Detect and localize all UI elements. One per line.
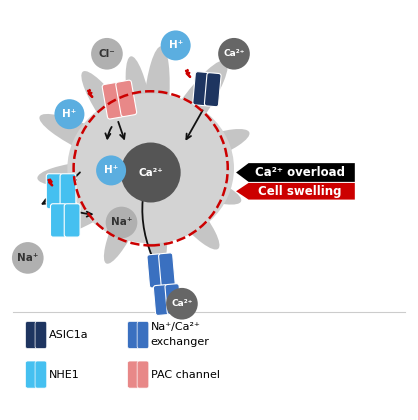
FancyBboxPatch shape bbox=[147, 254, 163, 288]
Text: PAC channel: PAC channel bbox=[150, 370, 220, 380]
Text: Na⁺/Ca²⁺: Na⁺/Ca²⁺ bbox=[150, 323, 201, 333]
Ellipse shape bbox=[67, 93, 234, 243]
Circle shape bbox=[12, 242, 43, 274]
FancyBboxPatch shape bbox=[51, 204, 66, 237]
Ellipse shape bbox=[104, 173, 151, 264]
Text: Na⁺: Na⁺ bbox=[111, 218, 132, 228]
FancyBboxPatch shape bbox=[204, 73, 221, 107]
FancyBboxPatch shape bbox=[153, 285, 170, 315]
FancyBboxPatch shape bbox=[127, 361, 139, 388]
FancyBboxPatch shape bbox=[127, 321, 139, 349]
Text: H⁺: H⁺ bbox=[62, 109, 76, 119]
Text: Ca²⁺: Ca²⁺ bbox=[138, 168, 163, 178]
Ellipse shape bbox=[155, 167, 241, 205]
Ellipse shape bbox=[39, 114, 145, 168]
FancyBboxPatch shape bbox=[25, 321, 37, 349]
FancyBboxPatch shape bbox=[137, 321, 149, 349]
Text: Cl⁻: Cl⁻ bbox=[99, 49, 115, 59]
Circle shape bbox=[91, 38, 123, 70]
FancyArrow shape bbox=[236, 163, 355, 182]
Circle shape bbox=[96, 155, 126, 185]
FancyBboxPatch shape bbox=[158, 253, 175, 287]
Text: Ca²⁺ overload: Ca²⁺ overload bbox=[255, 166, 344, 179]
Circle shape bbox=[54, 99, 84, 129]
Text: ASIC1a: ASIC1a bbox=[48, 330, 88, 340]
Text: Cell swelling: Cell swelling bbox=[258, 185, 342, 198]
Ellipse shape bbox=[155, 129, 250, 170]
Text: exchanger: exchanger bbox=[150, 338, 209, 347]
FancyBboxPatch shape bbox=[137, 361, 149, 388]
Circle shape bbox=[121, 142, 181, 202]
Ellipse shape bbox=[61, 170, 147, 233]
FancyBboxPatch shape bbox=[116, 80, 137, 117]
Text: H⁺: H⁺ bbox=[168, 40, 183, 50]
Text: Na⁺: Na⁺ bbox=[17, 253, 38, 263]
Ellipse shape bbox=[153, 60, 228, 164]
Circle shape bbox=[106, 207, 138, 238]
FancyArrow shape bbox=[236, 183, 355, 200]
Text: H⁺: H⁺ bbox=[104, 165, 118, 176]
Ellipse shape bbox=[143, 173, 168, 268]
Ellipse shape bbox=[126, 56, 155, 163]
Circle shape bbox=[218, 38, 250, 70]
FancyBboxPatch shape bbox=[102, 83, 123, 119]
Ellipse shape bbox=[37, 160, 145, 187]
FancyBboxPatch shape bbox=[64, 204, 80, 237]
Text: NHE1: NHE1 bbox=[48, 370, 79, 380]
FancyBboxPatch shape bbox=[165, 284, 181, 315]
FancyBboxPatch shape bbox=[25, 361, 37, 388]
Ellipse shape bbox=[143, 46, 170, 163]
Circle shape bbox=[161, 30, 191, 60]
FancyBboxPatch shape bbox=[46, 174, 62, 209]
Ellipse shape bbox=[153, 171, 219, 249]
Text: Ca²⁺: Ca²⁺ bbox=[223, 49, 245, 58]
FancyBboxPatch shape bbox=[60, 174, 76, 209]
FancyBboxPatch shape bbox=[193, 72, 209, 106]
Circle shape bbox=[166, 288, 198, 320]
Ellipse shape bbox=[82, 71, 149, 164]
Text: Ca²⁺: Ca²⁺ bbox=[171, 299, 193, 308]
FancyBboxPatch shape bbox=[35, 361, 47, 388]
FancyBboxPatch shape bbox=[35, 321, 47, 349]
